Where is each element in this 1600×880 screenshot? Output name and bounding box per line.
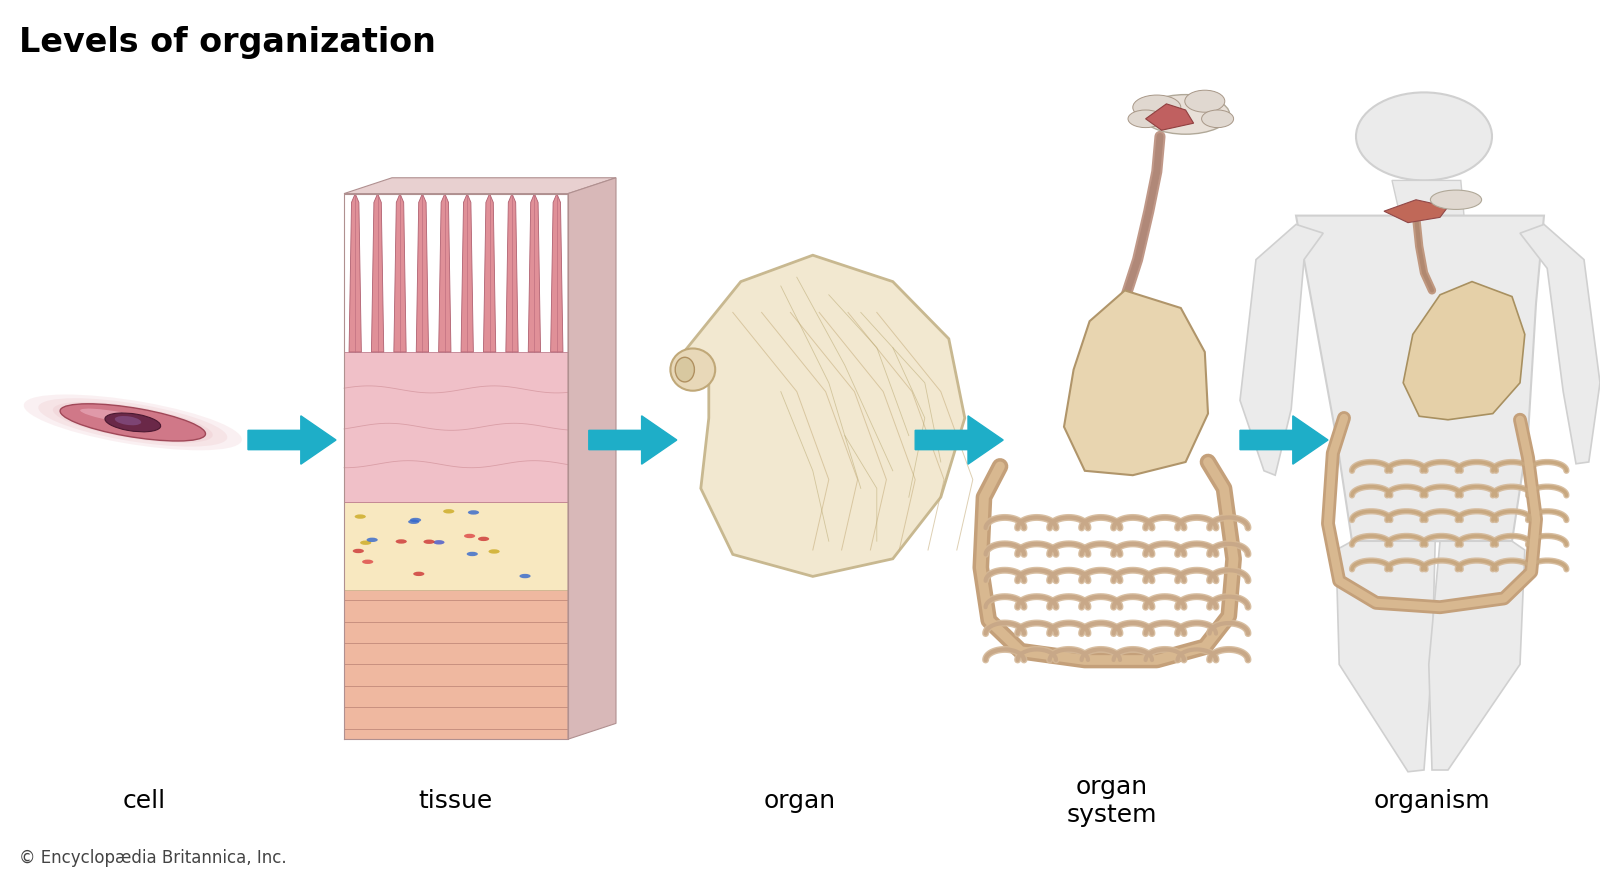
Ellipse shape — [360, 540, 371, 545]
Polygon shape — [1336, 541, 1435, 772]
Ellipse shape — [408, 519, 419, 524]
Ellipse shape — [488, 549, 499, 554]
Text: organism: organism — [1374, 788, 1490, 813]
Polygon shape — [1403, 282, 1525, 420]
Ellipse shape — [106, 413, 160, 432]
Ellipse shape — [362, 560, 373, 564]
Ellipse shape — [1128, 110, 1163, 128]
Polygon shape — [1384, 200, 1448, 223]
FancyArrow shape — [1240, 416, 1328, 465]
Polygon shape — [550, 194, 563, 352]
Ellipse shape — [675, 357, 694, 382]
Ellipse shape — [24, 394, 242, 451]
FancyArrow shape — [248, 416, 336, 465]
Ellipse shape — [670, 348, 715, 391]
Ellipse shape — [1357, 92, 1491, 180]
Polygon shape — [677, 255, 965, 576]
Ellipse shape — [1184, 90, 1226, 113]
Polygon shape — [371, 194, 384, 352]
Ellipse shape — [355, 515, 366, 519]
Polygon shape — [483, 194, 496, 352]
Ellipse shape — [38, 399, 227, 446]
Ellipse shape — [478, 537, 490, 541]
Polygon shape — [344, 178, 616, 194]
Ellipse shape — [443, 510, 454, 514]
Polygon shape — [1392, 180, 1464, 216]
Polygon shape — [461, 194, 474, 352]
Text: cell: cell — [123, 788, 165, 813]
Text: tissue: tissue — [419, 788, 493, 813]
Text: © Encyclopædia Britannica, Inc.: © Encyclopædia Britannica, Inc. — [19, 849, 286, 867]
Polygon shape — [394, 194, 406, 352]
Ellipse shape — [464, 534, 475, 539]
Polygon shape — [1064, 290, 1208, 475]
Ellipse shape — [467, 552, 478, 556]
Ellipse shape — [1202, 110, 1234, 128]
Polygon shape — [438, 194, 451, 352]
Ellipse shape — [413, 572, 424, 576]
Ellipse shape — [53, 402, 213, 443]
Ellipse shape — [1133, 95, 1181, 120]
Polygon shape — [528, 194, 541, 352]
Polygon shape — [344, 590, 568, 739]
FancyArrow shape — [915, 416, 1003, 465]
Polygon shape — [1146, 104, 1194, 130]
Ellipse shape — [352, 549, 363, 554]
Ellipse shape — [467, 510, 478, 515]
Polygon shape — [1520, 224, 1600, 464]
Polygon shape — [1240, 224, 1323, 475]
Text: organ
system: organ system — [1067, 775, 1157, 826]
Ellipse shape — [520, 574, 531, 578]
Text: organ: organ — [763, 788, 837, 813]
Polygon shape — [568, 178, 616, 739]
FancyArrow shape — [589, 416, 677, 465]
Polygon shape — [506, 194, 518, 352]
Ellipse shape — [424, 539, 435, 544]
Polygon shape — [416, 194, 429, 352]
Text: Levels of organization: Levels of organization — [19, 26, 437, 59]
Polygon shape — [349, 194, 362, 352]
Ellipse shape — [366, 538, 378, 542]
Polygon shape — [1296, 216, 1544, 541]
Ellipse shape — [1430, 190, 1482, 209]
Ellipse shape — [115, 416, 141, 425]
Ellipse shape — [80, 408, 160, 426]
Polygon shape — [344, 502, 568, 590]
Ellipse shape — [61, 404, 205, 441]
Polygon shape — [1429, 541, 1525, 770]
Ellipse shape — [434, 540, 445, 545]
Ellipse shape — [1141, 95, 1229, 134]
Ellipse shape — [395, 539, 406, 544]
Polygon shape — [344, 352, 568, 502]
Ellipse shape — [410, 517, 421, 522]
